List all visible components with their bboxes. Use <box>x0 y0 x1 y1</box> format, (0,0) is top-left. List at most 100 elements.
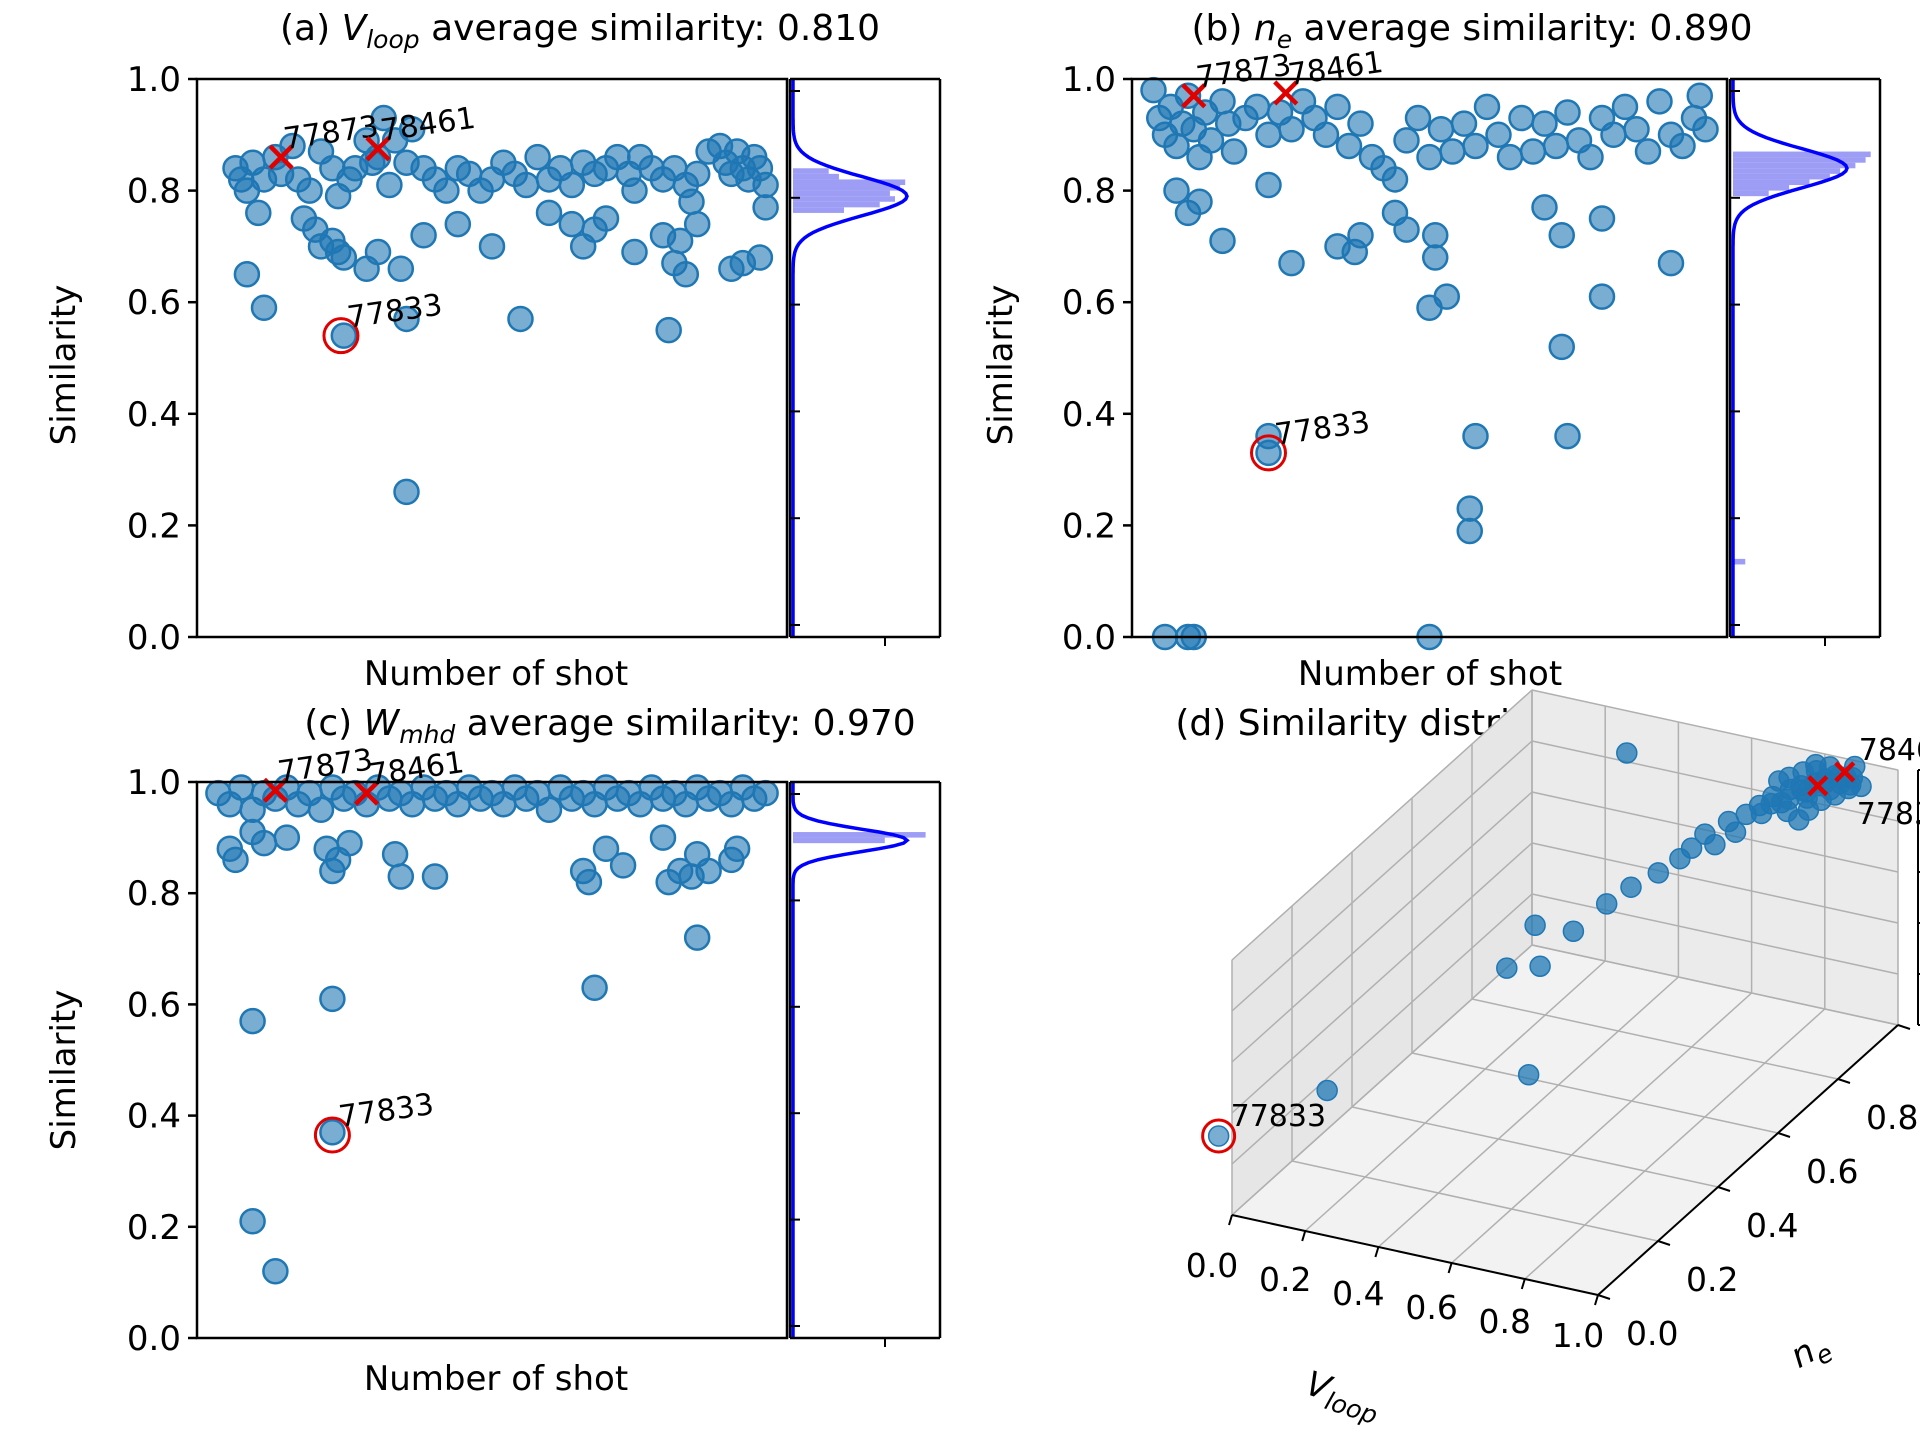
y-tick-label: 0.6 <box>127 283 181 323</box>
data-point-3d <box>1768 770 1790 792</box>
y-tick-label: 1.0 <box>1062 60 1116 100</box>
data-point <box>410 221 437 249</box>
highlight-cross-marker <box>1834 761 1856 783</box>
data-point <box>387 863 415 890</box>
histogram-bar <box>1733 151 1871 158</box>
marginal-distribution <box>788 780 942 1347</box>
grid-line <box>1231 893 1533 1165</box>
x-tick-label-3d: 0.0 <box>1186 1246 1238 1285</box>
data-point <box>376 171 403 199</box>
data-point <box>1416 294 1443 322</box>
y-tick-3d <box>1717 1186 1731 1192</box>
data-point <box>1462 132 1489 160</box>
data-point <box>1197 127 1225 154</box>
panel-d: (d) Similarity distribution 0.0 0.2 0.4 0.6… <box>1175 688 1920 1430</box>
grid-line <box>1531 842 1899 924</box>
data-point <box>666 227 694 255</box>
data-point <box>1634 138 1662 165</box>
grid-line <box>1231 842 1533 1114</box>
highlight-cross-marker <box>354 780 380 806</box>
data-point <box>752 194 779 221</box>
y-tick-label: 0.4 <box>127 395 181 435</box>
data-point <box>1473 93 1501 121</box>
data-point <box>1439 138 1466 165</box>
data-point <box>393 478 420 506</box>
histogram-bar <box>793 190 890 197</box>
data-point <box>478 233 506 260</box>
x-axis-label: Number of shot <box>364 654 628 694</box>
y-tick-label: 0.8 <box>1062 172 1116 212</box>
data-point <box>575 868 603 896</box>
highlight-cross-marker <box>1273 80 1299 106</box>
cross-stroke <box>365 136 391 162</box>
histogram-bar <box>793 168 829 174</box>
data-point <box>1404 104 1432 132</box>
data-point <box>1548 221 1575 249</box>
data-point <box>752 171 779 199</box>
grid-line <box>1351 1106 1719 1188</box>
data-point <box>683 210 711 238</box>
data-point-3d <box>1207 1125 1230 1147</box>
data-point <box>1312 121 1340 149</box>
grid-line <box>1451 992 1753 1264</box>
panel-title: (a) Vloop average similarity: 0.810 <box>280 8 880 54</box>
x-tick-3d <box>1520 1278 1526 1290</box>
y-tick-label: 0.2 <box>127 506 181 546</box>
data-point <box>381 841 409 868</box>
panel-c: (c) Wmhd average similarity: 0.970 77873… <box>44 703 942 1399</box>
data-point <box>1416 143 1443 171</box>
data-point <box>250 829 278 857</box>
data-point <box>222 846 249 874</box>
data-point <box>393 305 420 333</box>
panel-b: (b) ne average similarity: 0.890 7787378… <box>981 8 1882 694</box>
data-point-3d <box>1595 893 1618 915</box>
y-tick-3d <box>1597 1294 1611 1300</box>
data-point <box>1381 166 1409 193</box>
data-point-3d <box>1616 742 1638 764</box>
data-point <box>1519 138 1547 165</box>
data-point <box>296 177 323 204</box>
data-point <box>695 857 722 885</box>
data-point <box>387 255 415 282</box>
panel-title: (c) Wmhd average similarity: 0.970 <box>304 703 915 749</box>
data-point <box>1531 194 1558 221</box>
data-point <box>364 238 392 266</box>
histogram-bar <box>793 173 839 180</box>
data-point <box>433 177 460 204</box>
data-point <box>621 238 648 266</box>
y-axis-label: Similarity <box>981 285 1021 446</box>
data-point <box>558 171 586 199</box>
plot-frame <box>1130 77 1729 639</box>
grid-line <box>1531 740 1899 822</box>
grid-line <box>1471 998 1839 1080</box>
y-tick-label-3d: 0.6 <box>1806 1152 1858 1191</box>
data-point <box>227 774 255 801</box>
data-point-3d <box>1778 788 1800 810</box>
data-point-3d <box>1529 955 1551 977</box>
data-point-3d <box>1524 914 1546 937</box>
data-point <box>1577 143 1604 171</box>
data-point <box>1278 249 1305 277</box>
data-point <box>683 924 711 951</box>
data-point <box>683 160 711 188</box>
histogram-bar <box>793 179 906 186</box>
data-point-3d <box>1517 1064 1540 1086</box>
y-tick-label: 0.0 <box>127 1319 181 1359</box>
scatter-3d-plot: 0.00.20.40.60.81.00.00.20.40.60.81.00.00… <box>1186 688 1920 1355</box>
grid-line <box>1531 944 1899 1026</box>
y-tick-label: 0.6 <box>1062 283 1116 323</box>
data-point <box>1255 171 1282 199</box>
data-point-3d <box>1850 775 1872 798</box>
grid-line <box>1231 689 1533 961</box>
histogram-bar <box>1733 157 1866 163</box>
histogram-bar <box>1733 190 1769 197</box>
y-tick-label: 1.0 <box>127 763 181 803</box>
x-axis-label: Number of shot <box>1298 654 1562 694</box>
point-annotation: 77833 <box>1273 405 1372 453</box>
y-axis-label: Similarity <box>44 285 84 446</box>
y-tick-label: 0.0 <box>1062 618 1116 658</box>
x-axis-3d <box>1231 1214 1599 1296</box>
data-point <box>1347 110 1374 137</box>
